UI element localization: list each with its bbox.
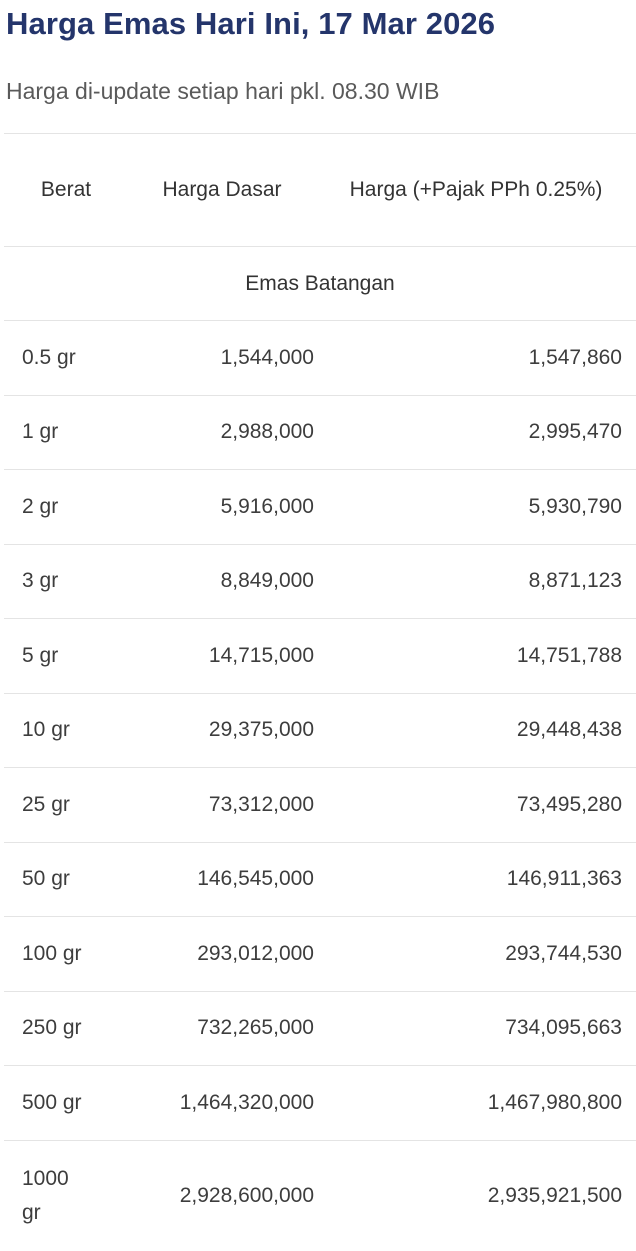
cell-harga-dasar: 1,544,000 [220, 345, 314, 369]
cell-harga-pajak: 8,871,123 [528, 569, 622, 593]
cell-berat: 100 gr [22, 941, 82, 965]
cell-harga-dasar: 732,265,000 [197, 1016, 314, 1040]
cell-harga-pajak: 1,467,980,800 [487, 1090, 622, 1114]
cell-berat: 1000 gr [22, 1166, 69, 1224]
cell-harga-dasar: 14,715,000 [208, 643, 314, 667]
table-header-row: Berat Harga Dasar Harga (+Pajak PPh 0.25… [4, 134, 636, 247]
cell-harga-pajak: 5,930,790 [528, 494, 622, 518]
cell-harga-dasar: 293,012,000 [197, 941, 314, 965]
table-row: 3 gr 8,849,000 8,871,123 [4, 545, 636, 619]
table-row: 2 gr 5,916,000 5,930,790 [4, 470, 636, 545]
table-row: 100 gr 293,012,000 293,744,530 [4, 917, 636, 992]
cell-harga-dasar: 73,312,000 [208, 792, 314, 816]
table-row: 10 gr 29,375,000 29,448,438 [4, 694, 636, 768]
cell-harga-dasar: 5,916,000 [220, 494, 314, 518]
cell-harga-pajak: 734,095,663 [505, 1016, 622, 1040]
cell-harga-pajak: 293,744,530 [505, 941, 622, 965]
cell-harga-pajak: 146,911,363 [506, 867, 622, 891]
page-title: Harga Emas Hari Ini, 17 Mar 2026 [6, 6, 496, 41]
cell-berat: 25 gr [22, 792, 70, 816]
cell-berat: 1 gr [22, 420, 59, 444]
cell-berat: 2 gr [22, 494, 59, 518]
cell-berat: 10 gr [22, 718, 70, 742]
cell-harga-pajak: 2,995,470 [528, 420, 622, 444]
cell-harga-dasar: 1,464,320,000 [179, 1090, 314, 1114]
cell-harga-pajak: 2,935,921,500 [487, 1183, 622, 1207]
table-row: 250 gr 732,265,000 734,095,663 [4, 992, 636, 1066]
cell-harga-dasar: 146,545,000 [197, 867, 314, 891]
section-row: Emas Batangan [4, 247, 636, 321]
section-label-emas-batangan: Emas Batangan [245, 271, 395, 295]
table-row: 1 gr 2,988,000 2,995,470 [4, 396, 636, 470]
table-row: 0.5 gr 1,544,000 1,547,860 [4, 321, 636, 396]
cell-berat: 0.5 gr [22, 345, 76, 369]
cell-harga-pajak: 29,448,438 [516, 718, 622, 742]
cell-harga-dasar: 2,928,600,000 [179, 1183, 314, 1207]
cell-berat: 500 gr [22, 1090, 82, 1114]
cell-harga-dasar: 8,849,000 [220, 569, 314, 593]
cell-harga-dasar: 29,375,000 [208, 718, 314, 742]
column-header-berat: Berat [40, 178, 92, 201]
cell-berat: 50 gr [22, 867, 70, 891]
table-row: 1000 gr 2,928,600,000 2,935,921,500 [4, 1141, 636, 1251]
column-header-harga-pajak: Harga (+Pajak PPh 0.25%) [349, 178, 603, 201]
table-row: 5 gr 14,715,000 14,751,788 [4, 619, 636, 694]
gold-price-table: Berat Harga Dasar Harga (+Pajak PPh 0.25… [4, 133, 636, 1251]
cell-harga-pajak: 14,751,788 [516, 643, 622, 667]
cell-berat: 3 gr [22, 569, 59, 593]
update-note: Harga di-update setiap hari pkl. 08.30 W… [6, 78, 440, 104]
cell-harga-dasar: 2,988,000 [220, 420, 314, 444]
column-header-harga-dasar: Harga Dasar [162, 178, 282, 201]
table-row: 500 gr 1,464,320,000 1,467,980,800 [4, 1066, 636, 1141]
table-row: 25 gr 73,312,000 73,495,280 [4, 768, 636, 843]
cell-harga-pajak: 73,495,280 [516, 792, 622, 816]
cell-berat: 250 gr [22, 1016, 82, 1040]
table-row: 50 gr 146,545,000 146,911,363 [4, 843, 636, 917]
cell-berat: 5 gr [22, 643, 59, 667]
cell-harga-pajak: 1,547,860 [528, 345, 622, 369]
